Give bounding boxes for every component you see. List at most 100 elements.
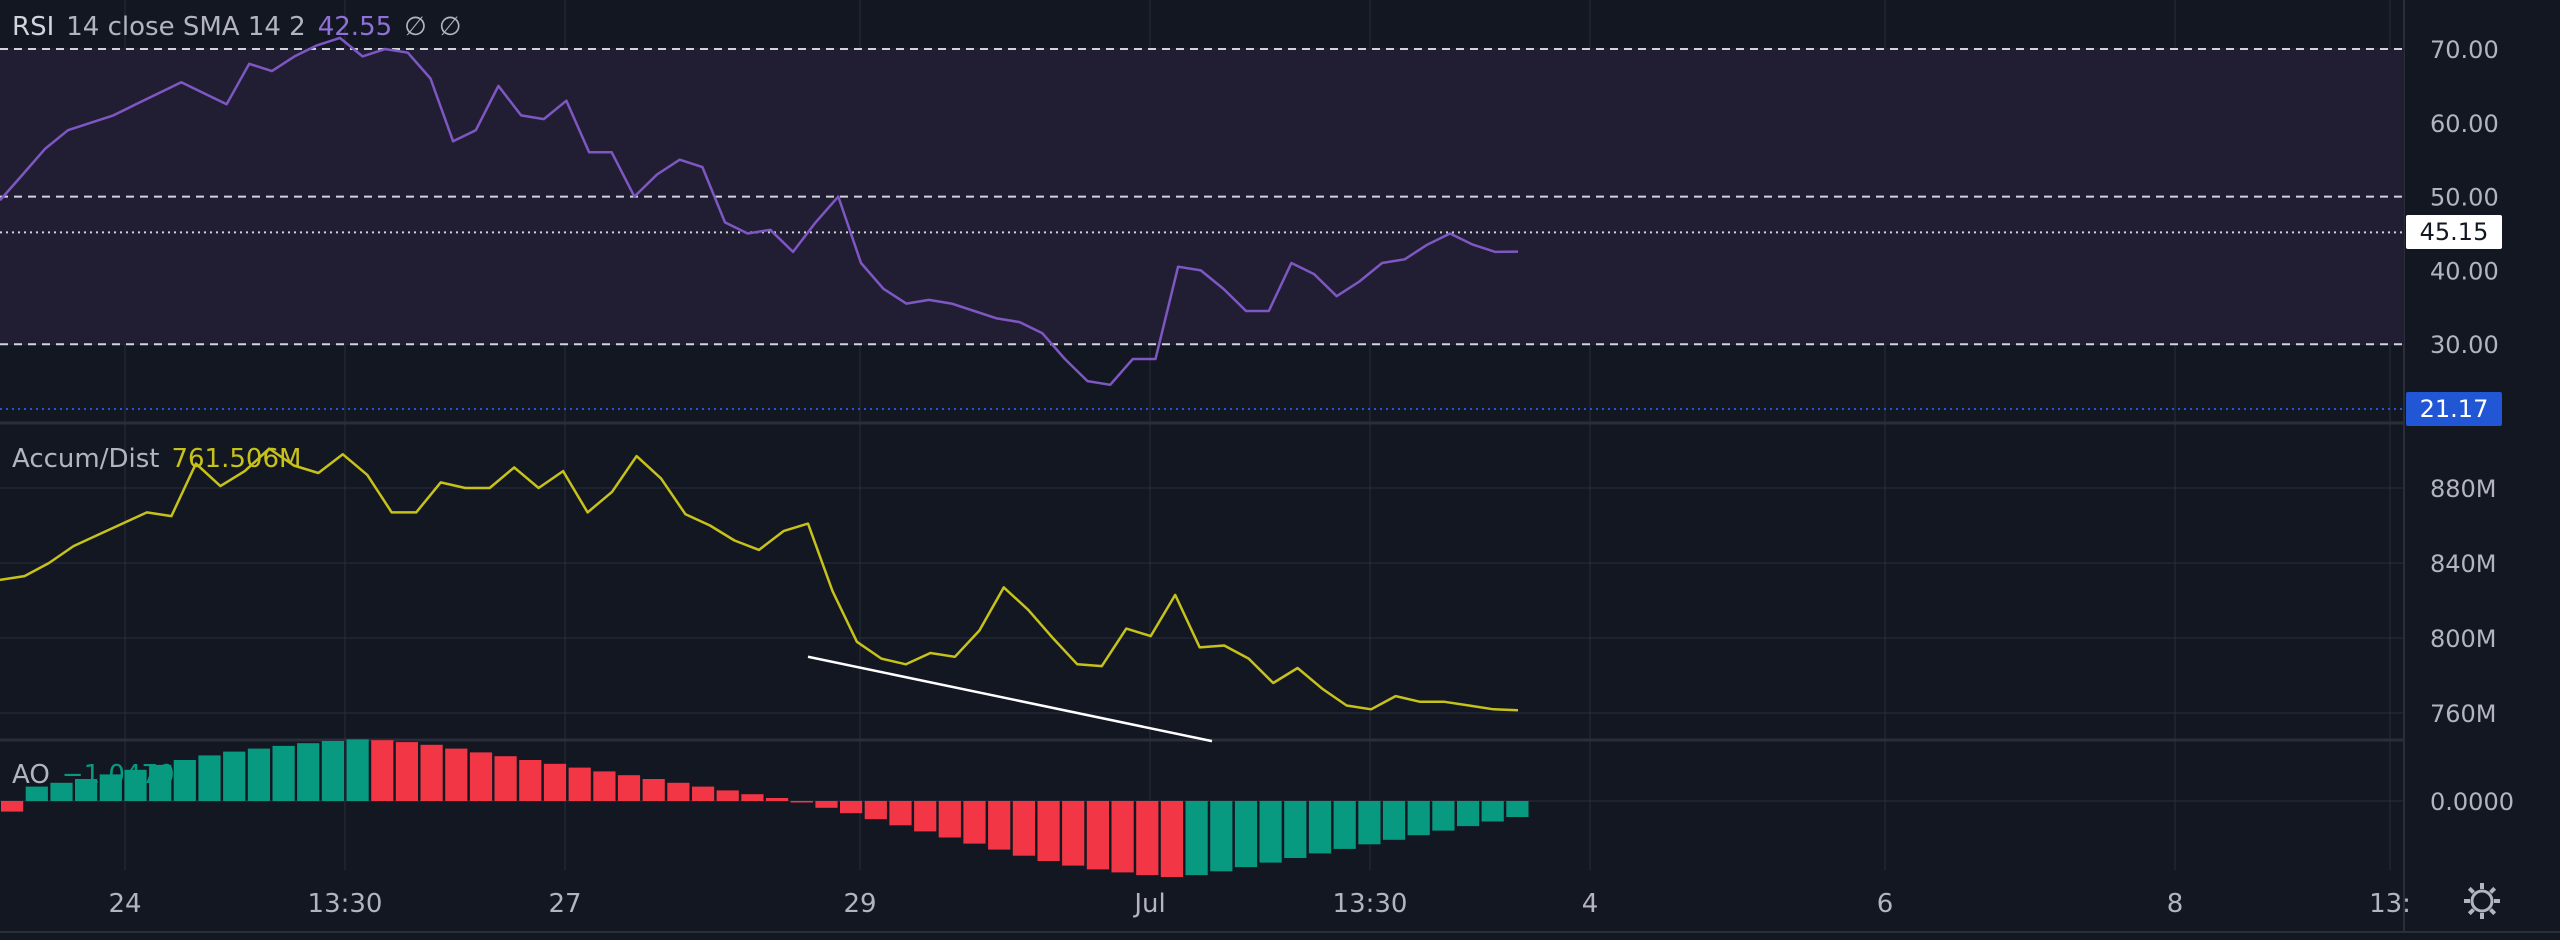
- ad-legend[interactable]: Accum/Dist 761.506M: [12, 444, 313, 474]
- trendline: [807, 655, 1213, 743]
- ao-bar: [1037, 801, 1060, 861]
- time-axis[interactable]: 24 13:30 27 29 Jul 13:30 4 6 8 13:: [108, 889, 2410, 919]
- ao-bar: [1481, 801, 1504, 822]
- ao-bar: [963, 801, 986, 844]
- ao-bar: [543, 763, 567, 801]
- ao-axis-label: 0.0000: [2430, 788, 2514, 816]
- ad-axis-label: 840M: [2430, 550, 2497, 578]
- rsi-line: [0, 36, 1519, 387]
- ad-line: [0, 447, 1519, 712]
- rsi-axis-label: 30.00: [2430, 331, 2499, 359]
- ao-bar: [223, 751, 246, 801]
- ao-bar: [1407, 801, 1430, 836]
- ao-bar: [272, 745, 295, 801]
- ao-bar: [1259, 801, 1282, 863]
- rsi-legend-extra-2: ∅: [438, 12, 462, 42]
- ao-bar: [297, 743, 320, 801]
- ao-legend[interactable]: AO −1.0470: [12, 760, 187, 790]
- ad-axis-label: 800M: [2430, 625, 2497, 653]
- ao-bar: [1111, 801, 1134, 873]
- time-axis-label: 13:30: [308, 889, 383, 919]
- rsi-axis-label: 50.00: [2430, 184, 2499, 212]
- ao-bar: [1284, 801, 1307, 858]
- ao-bar: [198, 755, 221, 801]
- ao-bar: [1382, 801, 1406, 840]
- ad-axis-label: 880M: [2430, 475, 2497, 503]
- ao-bar: [1185, 801, 1208, 876]
- time-axis-label: 27: [548, 889, 581, 919]
- rsi-legend[interactable]: RSI 14 close SMA 14 2 42.55 ∅ ∅: [12, 12, 473, 42]
- ao-legend-name: AO: [12, 760, 50, 790]
- ao-bar: [420, 744, 443, 801]
- ao-bar: [617, 775, 641, 801]
- time-axis-label: 13:: [2369, 889, 2411, 919]
- ao-bar: [124, 769, 147, 801]
- ao-bar: [469, 752, 493, 801]
- ao-bar: [864, 801, 887, 820]
- time-axis-label: 8: [2167, 889, 2184, 919]
- ao-bar: [766, 798, 789, 801]
- gear-icon[interactable]: [2464, 883, 2500, 919]
- ao-bar: [642, 779, 665, 801]
- ao-bar: [371, 740, 394, 801]
- ao-bar: [790, 801, 813, 803]
- rsi-legend-value: 42.55: [317, 12, 393, 42]
- ao-bar: [519, 760, 542, 801]
- ao-bar: [149, 764, 172, 801]
- ao-bar: [889, 801, 912, 826]
- ao-bar: [914, 801, 937, 832]
- ao-bar: [593, 771, 616, 801]
- ao-bar: [1506, 801, 1529, 817]
- ao-bar: [1358, 801, 1381, 845]
- accum-dist-pane: [0, 447, 1519, 743]
- time-axis-label: Jul: [1132, 889, 1165, 919]
- ao-bar: [25, 786, 48, 801]
- time-axis-label: 6: [1877, 889, 1894, 919]
- time-axis-label: 29: [843, 889, 876, 919]
- ao-bar: [1333, 801, 1356, 849]
- ao-bar: [173, 760, 196, 801]
- rsi-legend-params: 14 close SMA 14 2: [66, 12, 306, 42]
- ao-bar: [445, 748, 468, 801]
- ao-bar: [395, 742, 418, 801]
- rsi-pane: [0, 36, 2404, 410]
- ao-bar: [1234, 801, 1258, 868]
- ao-bar: [50, 782, 73, 801]
- rsi-band-fill: [0, 49, 2404, 345]
- ao-bar: [321, 741, 344, 801]
- ao-bar: [1432, 801, 1455, 831]
- ao-bar: [75, 779, 98, 801]
- ao-bar: [99, 774, 122, 801]
- ao-bar: [568, 767, 591, 801]
- ao-bar: [938, 801, 961, 838]
- rsi-axis-label: 60.00: [2430, 110, 2499, 138]
- ao-bar: [1012, 801, 1035, 856]
- rsi-axis-label: 70.00: [2430, 36, 2499, 64]
- ao-bar: [988, 801, 1011, 850]
- time-axis-label: 4: [1582, 889, 1599, 919]
- ao-bar: [692, 786, 715, 801]
- rsi-legend-extra-1: ∅: [404, 12, 427, 42]
- rsi-legend-name: RSI: [12, 12, 55, 42]
- ao-bar: [1062, 801, 1085, 866]
- ad-legend-value: 761.506M: [171, 444, 302, 474]
- ao-pane: [1, 739, 1529, 877]
- time-axis-label: 24: [108, 889, 141, 919]
- ao-bar: [1457, 801, 1480, 827]
- ao-bar: [1308, 801, 1332, 854]
- ao-bar: [667, 782, 690, 801]
- ao-bar: [1210, 801, 1233, 872]
- ao-bar: [741, 794, 764, 801]
- ao-bar: [1160, 801, 1183, 877]
- rsi-current-badge: 45.15: [2406, 215, 2502, 249]
- time-axis-label: 13:30: [1333, 889, 1408, 919]
- rsi-axis-label: 40.00: [2430, 257, 2499, 285]
- ao-bar: [1086, 801, 1109, 870]
- ao-bar: [346, 739, 369, 801]
- ao-bar: [494, 756, 517, 801]
- ao-bar: [716, 790, 739, 801]
- ad-axis-label: 760M: [2430, 700, 2497, 728]
- ao-bar: [1, 801, 24, 812]
- price-axis[interactable]: 30.00 40.00 50.00 60.00 70.00 760M 800M 840M 880…: [2430, 36, 2514, 816]
